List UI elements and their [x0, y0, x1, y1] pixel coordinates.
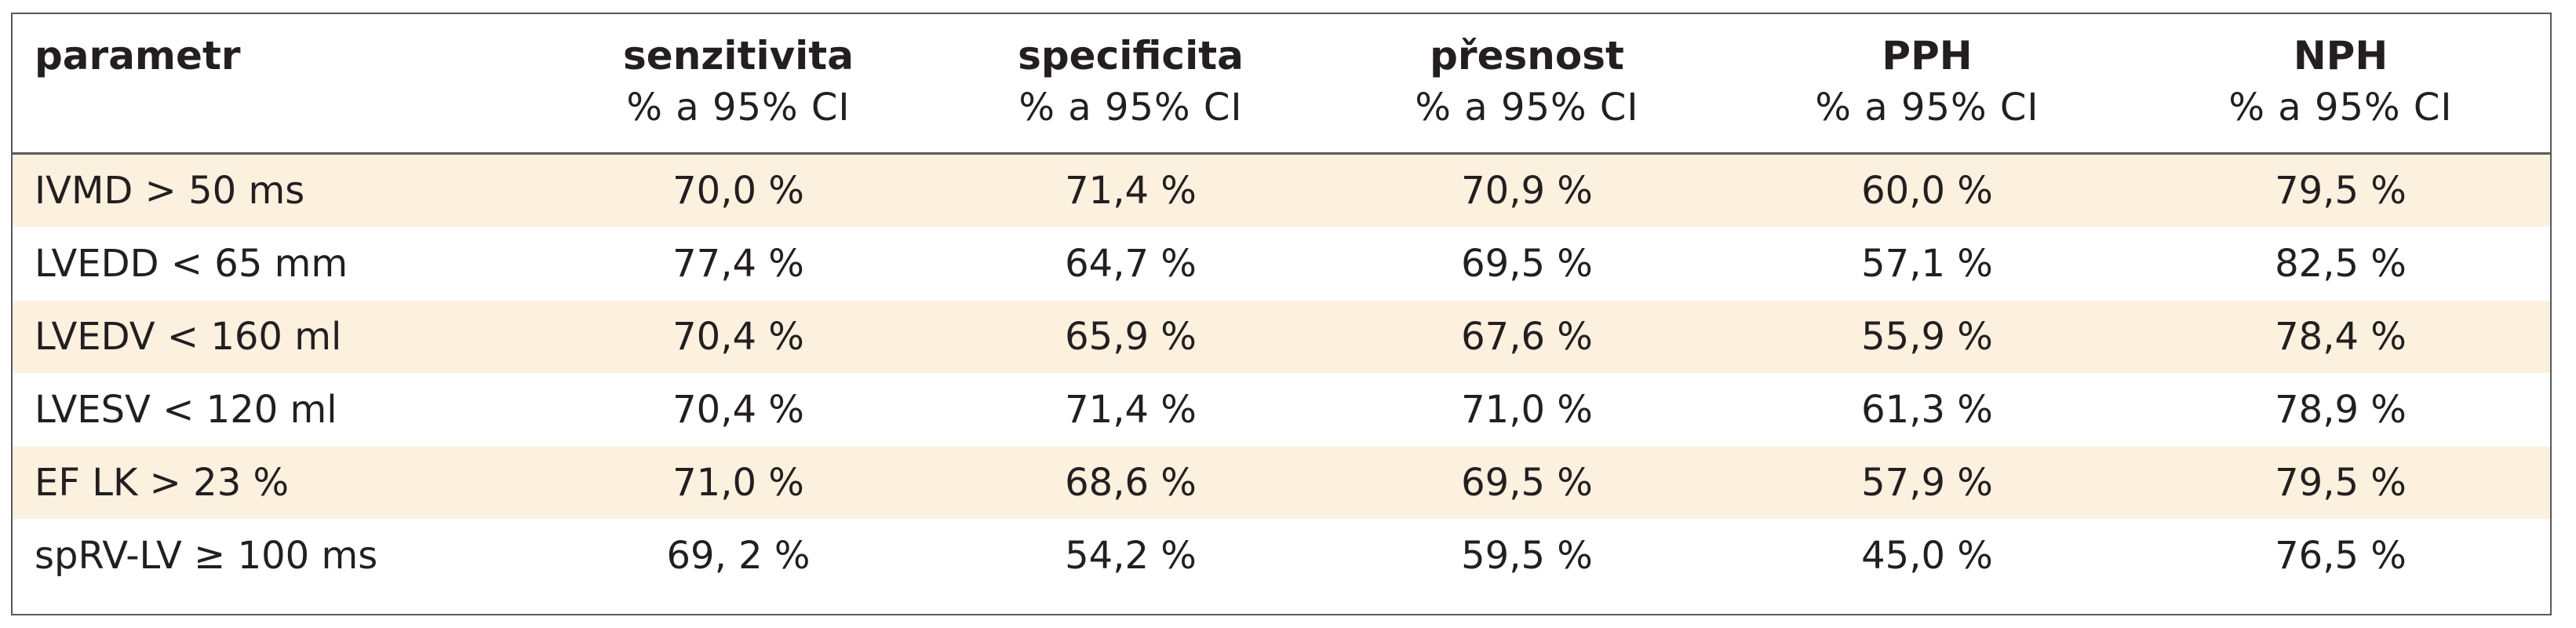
cell-parameter: spRV-LV ≥ 100 ms — [13, 519, 546, 593]
cell-parameter: EF LK > 23 % — [13, 446, 546, 520]
cell-pph: 61,3 % — [1723, 373, 2131, 447]
cell-nph: 78,9 % — [2131, 373, 2550, 447]
cell-accuracy: 69,5 % — [1331, 446, 1723, 520]
cell-accuracy: 70,9 % — [1331, 153, 1723, 228]
cell-nph: 76,5 % — [2131, 519, 2550, 593]
header-title: senzitivita — [623, 33, 854, 78]
header-subtitle: % a 95% CI — [2228, 86, 2453, 130]
cell-sensitivity: 70,4 % — [546, 300, 931, 374]
cell-specificity: 68,6 % — [931, 446, 1331, 520]
cell-sensitivity: 77,4 % — [546, 227, 931, 301]
header-specificita: specificita % a 95% CI — [931, 14, 1331, 155]
table-row: IVMD > 50 ms 70,0 % 71,4 % 70,9 % 60,0 %… — [13, 153, 2550, 228]
header-presnost: přesnost % a 95% CI — [1331, 14, 1723, 155]
header-title: přesnost — [1430, 33, 1624, 78]
table-row: LVEDD < 65 mm 77,4 % 64,7 % 69,5 % 57,1 … — [13, 227, 2550, 301]
table-row: LVEDV < 160 ml 70,4 % 65,9 % 67,6 % 55,9… — [13, 300, 2550, 374]
cell-specificity: 64,7 % — [931, 227, 1331, 301]
header-senzitivita: senzitivita % a 95% CI — [546, 14, 931, 155]
header-nph: NPH % a 95% CI — [2131, 14, 2550, 155]
cell-sensitivity: 71,0 % — [546, 446, 931, 520]
cell-parameter: LVEDV < 160 ml — [13, 300, 546, 374]
table-header: parametr senzitivita % a 95% CI specific… — [13, 14, 2550, 155]
cell-pph: 57,9 % — [1723, 446, 2131, 520]
cell-sensitivity: 70,4 % — [546, 373, 931, 447]
results-table: parametr senzitivita % a 95% CI specific… — [13, 14, 2550, 593]
header-row: parametr senzitivita % a 95% CI specific… — [13, 14, 2550, 155]
cell-sensitivity: 69, 2 % — [546, 519, 931, 593]
table-body: IVMD > 50 ms 70,0 % 71,4 % 70,9 % 60,0 %… — [13, 153, 2550, 593]
cell-accuracy: 59,5 % — [1331, 519, 1723, 593]
cell-accuracy: 69,5 % — [1331, 227, 1723, 301]
header-subtitle: % a 95% CI — [1815, 86, 2039, 130]
cell-nph: 79,5 % — [2131, 446, 2550, 520]
cell-nph: 78,4 % — [2131, 300, 2550, 374]
cell-accuracy: 71,0 % — [1331, 373, 1723, 447]
cell-nph: 82,5 % — [2131, 227, 2550, 301]
cell-pph: 60,0 % — [1723, 153, 2131, 228]
cell-specificity: 71,4 % — [931, 153, 1331, 228]
header-title: NPH — [2293, 33, 2388, 78]
header-subtitle: % a 95% CI — [626, 86, 851, 130]
cell-parameter: LVEDD < 65 mm — [13, 227, 546, 301]
table-row: LVESV < 120 ml 70,4 % 71,4 % 71,0 % 61,3… — [13, 373, 2550, 447]
header-title: parametr — [35, 33, 241, 78]
table-row: EF LK > 23 % 71,0 % 68,6 % 69,5 % 57,9 %… — [13, 446, 2550, 520]
cell-pph: 57,1 % — [1723, 227, 2131, 301]
cell-parameter: IVMD > 50 ms — [13, 153, 546, 228]
header-subtitle: % a 95% CI — [1018, 86, 1243, 130]
cell-specificity: 65,9 % — [931, 300, 1331, 374]
results-table-frame: parametr senzitivita % a 95% CI specific… — [11, 13, 2552, 615]
header-subtitle: % a 95% CI — [1415, 86, 1639, 130]
header-title: specificita — [1018, 33, 1244, 78]
cell-sensitivity: 70,0 % — [546, 153, 931, 228]
cell-specificity: 71,4 % — [931, 373, 1331, 447]
cell-accuracy: 67,6 % — [1331, 300, 1723, 374]
cell-pph: 45,0 % — [1723, 519, 2131, 593]
cell-nph: 79,5 % — [2131, 153, 2550, 228]
cell-specificity: 54,2 % — [931, 519, 1331, 593]
header-parametr: parametr — [13, 14, 546, 155]
table-row: spRV-LV ≥ 100 ms 69, 2 % 54,2 % 59,5 % 4… — [13, 519, 2550, 593]
cell-parameter: LVESV < 120 ml — [13, 373, 546, 447]
cell-pph: 55,9 % — [1723, 300, 2131, 374]
header-pph: PPH % a 95% CI — [1723, 14, 2131, 155]
header-title: PPH — [1882, 33, 1973, 78]
